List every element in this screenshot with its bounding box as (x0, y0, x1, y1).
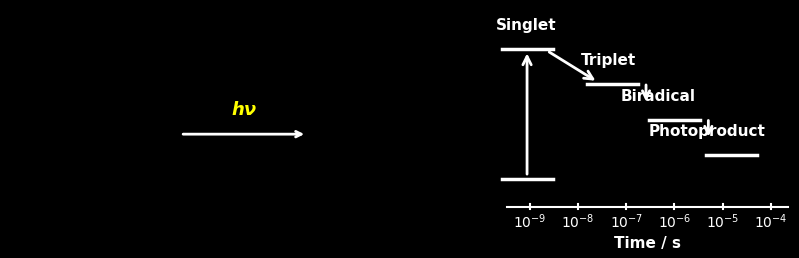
Text: $10^{-7}$: $10^{-7}$ (610, 212, 643, 231)
Text: Triplet: Triplet (581, 53, 636, 68)
Text: hν: hν (231, 101, 256, 119)
Text: $10^{-8}$: $10^{-8}$ (562, 212, 594, 231)
Text: $10^{-9}$: $10^{-9}$ (513, 212, 547, 231)
Text: Time / s: Time / s (614, 236, 681, 251)
Text: $10^{-5}$: $10^{-5}$ (706, 212, 739, 231)
Text: Singlet: Singlet (496, 18, 557, 33)
Text: $10^{-6}$: $10^{-6}$ (658, 212, 691, 231)
Text: Biradical: Biradical (621, 89, 696, 104)
Text: Photoproduct: Photoproduct (649, 124, 765, 139)
Text: $10^{-4}$: $10^{-4}$ (754, 212, 788, 231)
